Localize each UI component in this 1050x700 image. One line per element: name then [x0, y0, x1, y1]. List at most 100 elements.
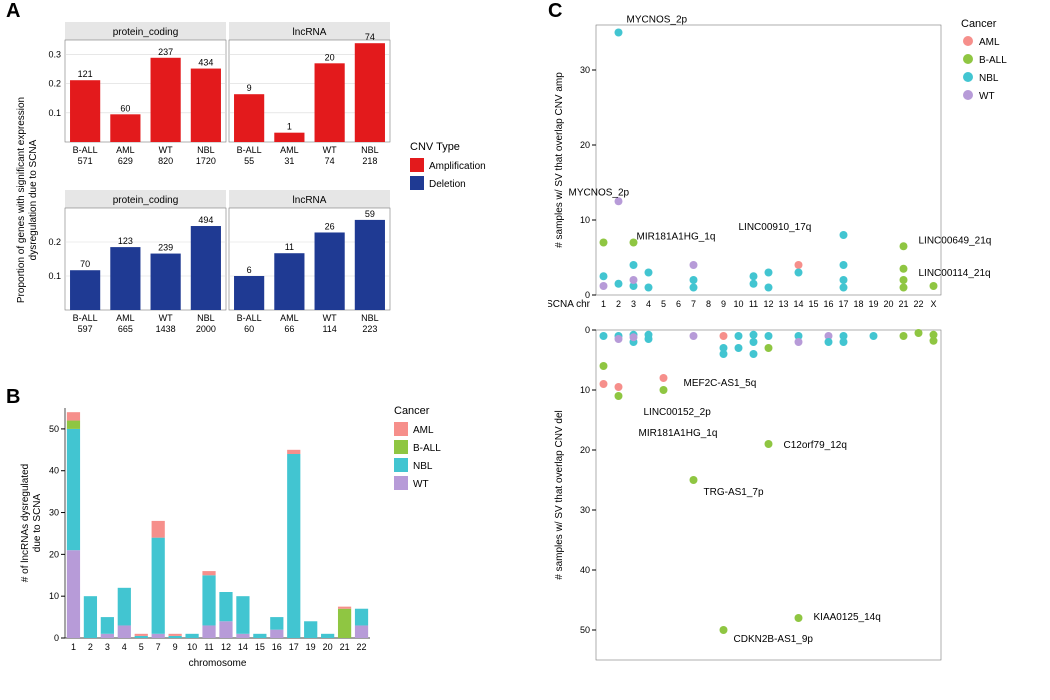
svg-text:lncRNA: lncRNA — [293, 195, 327, 206]
svg-text:5: 5 — [139, 642, 144, 652]
svg-text:19: 19 — [868, 299, 878, 309]
svg-text:AML: AML — [979, 37, 1000, 48]
svg-text:665: 665 — [118, 324, 133, 334]
svg-text:10: 10 — [580, 215, 590, 225]
svg-text:1: 1 — [601, 299, 606, 309]
svg-text:AML: AML — [413, 425, 434, 436]
svg-text:16: 16 — [272, 642, 282, 652]
svg-text:21: 21 — [898, 299, 908, 309]
svg-text:CNV Type: CNV Type — [410, 141, 460, 153]
svg-text:50: 50 — [49, 424, 59, 434]
svg-text:15: 15 — [808, 299, 818, 309]
svg-text:10: 10 — [49, 591, 59, 601]
svg-text:50: 50 — [580, 625, 590, 635]
svg-text:1: 1 — [71, 642, 76, 652]
svg-text:218: 218 — [362, 156, 377, 166]
svg-text:31: 31 — [284, 156, 294, 166]
svg-text:14: 14 — [793, 299, 803, 309]
svg-text:0.2: 0.2 — [48, 79, 61, 89]
svg-text:20: 20 — [580, 445, 590, 455]
svg-text:60: 60 — [120, 103, 130, 113]
svg-text:MYCNOS_2p: MYCNOS_2p — [569, 187, 630, 198]
svg-text:114: 114 — [322, 324, 336, 334]
svg-text:16: 16 — [823, 299, 833, 309]
svg-text:22: 22 — [357, 642, 367, 652]
svg-text:21: 21 — [340, 642, 350, 652]
svg-text:11: 11 — [285, 242, 294, 252]
svg-text:30: 30 — [580, 65, 590, 75]
svg-text:19: 19 — [306, 642, 316, 652]
svg-text:30: 30 — [580, 505, 590, 515]
svg-text:30: 30 — [49, 508, 59, 518]
panel-c: 0 10 20 30 # samples w/ SV that overlap CNV … — [548, 5, 1048, 695]
svg-text:AML: AML — [116, 313, 135, 323]
svg-text:MIR181A1HG_1q: MIR181A1HG_1q — [639, 428, 718, 439]
svg-text:MEF2C-AS1_5q: MEF2C-AS1_5q — [684, 378, 757, 389]
svg-text:Cancer: Cancer — [961, 18, 997, 30]
svg-text:123: 123 — [118, 236, 133, 246]
svg-text:9: 9 — [247, 83, 252, 93]
svg-text:NBL: NBL — [197, 313, 215, 323]
svg-text:20: 20 — [883, 299, 893, 309]
svg-text:B-ALL: B-ALL — [73, 313, 98, 323]
svg-text:protein_coding: protein_coding — [113, 195, 179, 206]
svg-text:12: 12 — [221, 642, 231, 652]
svg-text:1720: 1720 — [196, 156, 216, 166]
svg-text:dysregulation due to SCNA: dysregulation due to SCNA — [28, 139, 39, 260]
svg-text:11: 11 — [204, 642, 213, 652]
svg-text:3: 3 — [631, 299, 636, 309]
svg-text:40: 40 — [580, 565, 590, 575]
svg-text:20: 20 — [323, 642, 333, 652]
svg-text:11: 11 — [749, 299, 758, 309]
svg-text:2: 2 — [616, 299, 621, 309]
svg-text:494: 494 — [198, 215, 213, 225]
svg-text:10: 10 — [187, 642, 197, 652]
svg-text:820: 820 — [158, 156, 173, 166]
svg-text:14: 14 — [238, 642, 248, 652]
svg-text:20: 20 — [49, 549, 59, 559]
svg-text:40: 40 — [49, 466, 59, 476]
svg-text:NBL: NBL — [197, 145, 215, 155]
svg-text:# samples w/ SV that overlap C: # samples w/ SV that overlap CNV del — [554, 410, 565, 580]
svg-text:60: 60 — [244, 324, 254, 334]
svg-text:17: 17 — [289, 642, 299, 652]
svg-text:B-ALL: B-ALL — [979, 55, 1007, 66]
svg-text:MYCNOS_2p: MYCNOS_2p — [627, 15, 688, 26]
svg-text:WT: WT — [159, 313, 173, 323]
svg-text:WT: WT — [323, 145, 337, 155]
svg-text:0: 0 — [54, 633, 59, 643]
svg-text:NBL: NBL — [361, 313, 379, 323]
svg-text:lncRNA: lncRNA — [293, 27, 327, 38]
svg-text:74: 74 — [325, 156, 335, 166]
svg-text:B-ALL: B-ALL — [73, 145, 98, 155]
svg-text:due to SCNA: due to SCNA — [32, 493, 43, 552]
svg-text:X: X — [930, 299, 936, 309]
svg-text:571: 571 — [78, 156, 93, 166]
svg-text:0: 0 — [585, 325, 590, 335]
svg-text:KIAA0125_14q: KIAA0125_14q — [814, 612, 881, 623]
panel-b: 0102030405012345791011121415161719202122… — [10, 400, 550, 700]
svg-text:5: 5 — [661, 299, 666, 309]
svg-text:C12orf79_12q: C12orf79_12q — [784, 440, 847, 451]
svg-text:CDKN2B-AS1_9p: CDKN2B-AS1_9p — [734, 634, 814, 645]
svg-text:8: 8 — [706, 299, 711, 309]
svg-text:629: 629 — [118, 156, 133, 166]
svg-text:20: 20 — [580, 140, 590, 150]
svg-text:74: 74 — [365, 32, 375, 42]
svg-text:AML: AML — [116, 145, 135, 155]
svg-text:LINC00114_21q: LINC00114_21q — [919, 268, 991, 279]
svg-text:Cancer: Cancer — [394, 405, 430, 417]
svg-text:237: 237 — [158, 47, 173, 57]
svg-text:6: 6 — [676, 299, 681, 309]
svg-text:18: 18 — [853, 299, 863, 309]
svg-text:# of lncRNAs dysregulated: # of lncRNAs dysregulated — [20, 464, 31, 582]
svg-text:597: 597 — [78, 324, 93, 334]
svg-text:LINC00649_21q: LINC00649_21q — [919, 235, 992, 246]
svg-text:protein_coding: protein_coding — [113, 27, 179, 38]
svg-text:MIR181A1HG_1q: MIR181A1HG_1q — [637, 232, 716, 243]
svg-text:434: 434 — [198, 58, 213, 68]
svg-text:10: 10 — [580, 385, 590, 395]
svg-text:4: 4 — [646, 299, 651, 309]
svg-text:B-ALL: B-ALL — [237, 145, 262, 155]
svg-text:3: 3 — [105, 642, 110, 652]
